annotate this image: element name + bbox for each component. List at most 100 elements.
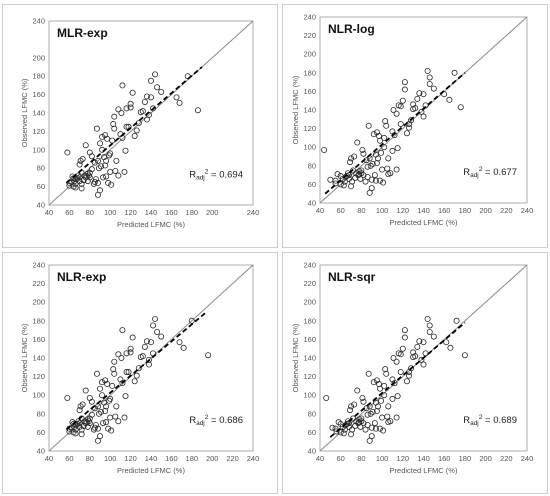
x-tick-label: 180 (186, 454, 199, 463)
data-point (385, 419, 392, 426)
x-tick-label: 200 (206, 454, 219, 463)
data-point (176, 339, 183, 346)
x-tick-label: 120 (397, 206, 410, 215)
y-tick-label: 240 (32, 17, 45, 26)
data-point (401, 327, 408, 334)
y-tick-label: 140 (32, 109, 45, 118)
data-point (80, 422, 87, 429)
y-tick-label: 80 (308, 161, 316, 170)
data-point (123, 123, 130, 130)
data-point (119, 380, 126, 387)
data-point (98, 163, 105, 170)
data-point (147, 77, 154, 84)
data-point (97, 433, 104, 440)
data-point (150, 322, 157, 329)
data-point (121, 414, 128, 421)
data-point (147, 339, 154, 346)
y-tick-label: 240 (303, 13, 316, 22)
data-point (141, 98, 148, 105)
data-point (109, 137, 116, 144)
data-point (368, 424, 375, 431)
data-point (420, 91, 427, 98)
x-tick-label: 220 (226, 454, 239, 463)
y-tick-label: 220 (32, 279, 45, 288)
x-tick-label: 220 (500, 454, 513, 463)
data-point (94, 157, 101, 164)
data-point (94, 425, 101, 432)
data-point (76, 423, 83, 430)
data-point (401, 86, 408, 93)
data-point (446, 96, 453, 103)
data-point (365, 122, 372, 129)
data-point (390, 355, 397, 362)
data-point (79, 401, 86, 408)
y-tick-label: 40 (37, 201, 45, 210)
data-point (385, 403, 392, 410)
data-point (337, 421, 344, 428)
stat-symbol: R (189, 415, 196, 426)
data-point (70, 421, 77, 428)
stat-value: = 0.677 (482, 167, 517, 178)
data-point (374, 155, 381, 162)
stat-superscript: 2 (205, 414, 209, 421)
data-point (368, 185, 375, 192)
data-point (457, 104, 464, 111)
data-point (383, 122, 390, 129)
data-point (403, 130, 410, 137)
plot-frame (319, 264, 528, 452)
data-point (94, 179, 101, 186)
data-point (86, 174, 93, 181)
data-point (347, 159, 354, 166)
data-point (107, 150, 114, 157)
data-point (82, 387, 89, 394)
data-point (369, 160, 376, 167)
data-point (139, 108, 146, 115)
plot-frame (319, 16, 528, 204)
data-point (103, 157, 110, 164)
data-point (91, 159, 98, 166)
data-point (173, 94, 180, 101)
data-point (443, 339, 450, 346)
data-point (347, 407, 354, 414)
data-point (64, 394, 71, 401)
data-point (389, 147, 396, 154)
data-point (64, 149, 71, 156)
data-point (354, 139, 361, 146)
data-point (345, 423, 352, 430)
y-tick-label: 100 (303, 391, 316, 400)
y-tick-label: 100 (32, 145, 45, 154)
data-point (360, 398, 367, 405)
y-tick-label: 200 (303, 50, 316, 59)
data-point (333, 428, 340, 435)
data-point (109, 382, 116, 389)
data-point (372, 177, 379, 184)
data-point (103, 403, 110, 410)
data-point (105, 425, 112, 432)
y-tick-label: 240 (303, 261, 316, 270)
data-point (115, 351, 122, 358)
y-axis-label: Observed LFMC (%) (20, 78, 29, 147)
data-point (104, 135, 111, 142)
data-point (113, 157, 120, 164)
x-tick-label: 180 (186, 208, 199, 217)
x-tick-label: 160 (165, 208, 178, 217)
x-tick-label: 40 (45, 208, 53, 217)
data-point (133, 127, 140, 134)
data-point (399, 97, 406, 104)
data-point (97, 140, 104, 147)
data-point (370, 131, 377, 138)
data-point (385, 155, 392, 162)
data-point (406, 372, 413, 379)
data-point (105, 179, 112, 186)
data-point (380, 427, 387, 434)
data-point (381, 382, 388, 389)
data-point (78, 185, 85, 192)
data-point (371, 420, 378, 427)
stat-value: = 0.686 (208, 415, 243, 426)
data-point (348, 403, 355, 410)
data-point (152, 315, 159, 322)
data-point (367, 410, 374, 417)
data-point (111, 113, 118, 120)
x-tick-label: 100 (104, 454, 117, 463)
y-tick-label: 180 (32, 72, 45, 81)
